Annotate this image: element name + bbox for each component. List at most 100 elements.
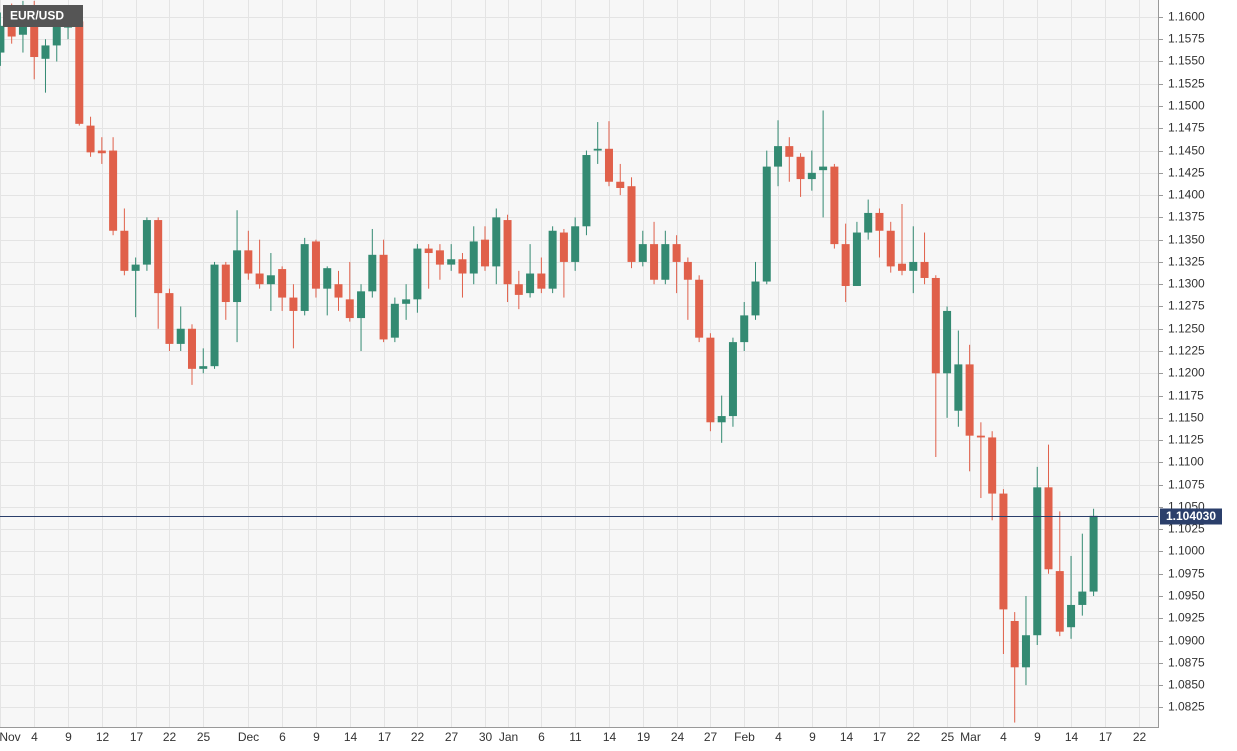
candle-body bbox=[672, 244, 681, 262]
candle-body bbox=[852, 232, 861, 286]
candle-body bbox=[796, 156, 805, 180]
candles bbox=[0, 0, 1158, 723]
candle-body bbox=[120, 230, 129, 271]
candle-body bbox=[413, 248, 422, 300]
candle-body bbox=[740, 315, 749, 343]
candle-body bbox=[492, 217, 501, 267]
candle-body bbox=[1055, 571, 1064, 632]
y-tick-label: 1.1500 bbox=[1168, 99, 1205, 113]
candle-body bbox=[1078, 591, 1087, 605]
axis-labels: 1.0825 1.0850 1.0875 1.0900 1.0925 1.0950 1.09… bbox=[0, 10, 1222, 744]
x-tick-label: Nov bbox=[0, 730, 21, 744]
candle-body bbox=[390, 303, 399, 338]
candle-body bbox=[695, 279, 704, 338]
candle-body bbox=[402, 299, 411, 304]
x-tick-label: 11 bbox=[569, 730, 582, 744]
x-tick-label: 22 bbox=[411, 730, 425, 744]
y-tick-label: 1.1350 bbox=[1168, 233, 1205, 247]
y-tick-label: 1.1325 bbox=[1168, 255, 1205, 269]
candle-body bbox=[909, 261, 918, 271]
candle-body bbox=[898, 263, 906, 271]
candle-body bbox=[830, 166, 839, 245]
candle-body bbox=[751, 281, 760, 316]
y-tick-label: 1.1100 bbox=[1168, 455, 1204, 469]
x-tick-label: 27 bbox=[445, 730, 459, 744]
candle-body bbox=[176, 328, 185, 344]
candle-body bbox=[210, 264, 219, 367]
candle-body bbox=[593, 148, 602, 151]
x-tick-label: Dec bbox=[238, 730, 259, 744]
candle-body bbox=[582, 155, 591, 227]
x-tick-label: 14 bbox=[1065, 730, 1079, 744]
x-tick-label: 14 bbox=[603, 730, 617, 744]
candle-body bbox=[785, 146, 794, 157]
candle-body bbox=[661, 244, 670, 280]
candle-body bbox=[379, 254, 388, 340]
x-tick-label: 17 bbox=[130, 730, 144, 744]
y-tick-label: 1.0850 bbox=[1168, 678, 1205, 692]
candle-body bbox=[1021, 635, 1030, 668]
x-tick-label: Jan bbox=[499, 730, 518, 744]
x-tick-label: 22 bbox=[907, 730, 921, 744]
candle-body bbox=[548, 230, 557, 289]
y-tick-label: 1.1600 bbox=[1168, 10, 1205, 24]
last-price-label: 1.104030 bbox=[1166, 509, 1216, 523]
candle-body bbox=[357, 291, 366, 319]
x-tick-label: 24 bbox=[671, 730, 685, 744]
y-tick-label: 1.1475 bbox=[1168, 121, 1205, 135]
y-tick-label: 1.1375 bbox=[1168, 210, 1205, 224]
y-tick-label: 1.1000 bbox=[1168, 544, 1205, 558]
last-price-box bbox=[1160, 508, 1222, 525]
y-tick-label: 1.1075 bbox=[1168, 478, 1205, 492]
y-tick-label: 1.1025 bbox=[1168, 522, 1205, 536]
candle-body bbox=[199, 366, 208, 369]
candle-body bbox=[52, 25, 61, 46]
candle-body bbox=[683, 261, 692, 280]
y-tick-label: 1.1175 bbox=[1168, 389, 1204, 403]
candle-body bbox=[976, 435, 985, 438]
x-tick-label: 30 bbox=[479, 730, 493, 744]
title-box bbox=[3, 5, 83, 27]
x-tick-label: Mar bbox=[960, 730, 981, 744]
candle-body bbox=[514, 284, 523, 295]
candle-body bbox=[526, 273, 535, 294]
candle-body bbox=[86, 125, 95, 153]
candle-body bbox=[875, 212, 884, 231]
y-tick-label: 1.1275 bbox=[1168, 299, 1205, 313]
candle-body bbox=[864, 212, 873, 233]
candle-body bbox=[1033, 487, 1042, 636]
x-tick-label: 4 bbox=[31, 730, 38, 744]
candle-body bbox=[244, 250, 253, 274]
candle-body bbox=[447, 259, 456, 265]
candle-body bbox=[650, 244, 659, 280]
candle-body bbox=[604, 148, 613, 182]
candle-body bbox=[1010, 620, 1019, 668]
grid bbox=[0, 0, 1158, 727]
x-tick-label: 25 bbox=[197, 730, 211, 744]
candle-body bbox=[75, 21, 84, 124]
candle-body bbox=[1089, 515, 1098, 592]
x-tick-label: 4 bbox=[775, 730, 782, 744]
x-tick-label: 9 bbox=[65, 730, 72, 744]
x-tick-label: Feb bbox=[734, 730, 755, 744]
y-tick-label: 1.0825 bbox=[1168, 700, 1205, 714]
candle-body bbox=[278, 269, 287, 298]
x-tick-label: 9 bbox=[313, 730, 320, 744]
y-tick-label: 1.1225 bbox=[1168, 344, 1205, 358]
candle-body bbox=[503, 220, 512, 285]
x-tick-label: 17 bbox=[1099, 730, 1113, 744]
x-tick-label: 6 bbox=[538, 730, 545, 744]
y-tick-label: 1.1200 bbox=[1168, 366, 1205, 380]
candle-body bbox=[469, 241, 478, 274]
candle-body bbox=[1067, 604, 1076, 628]
candle-body bbox=[368, 254, 377, 292]
candle-body bbox=[638, 244, 647, 262]
candle-body bbox=[435, 250, 444, 265]
x-tick-label: 22 bbox=[1133, 730, 1147, 744]
candle-body bbox=[109, 150, 118, 231]
candle-body bbox=[97, 150, 106, 154]
candle-body bbox=[255, 273, 264, 285]
candle-body bbox=[41, 45, 50, 59]
